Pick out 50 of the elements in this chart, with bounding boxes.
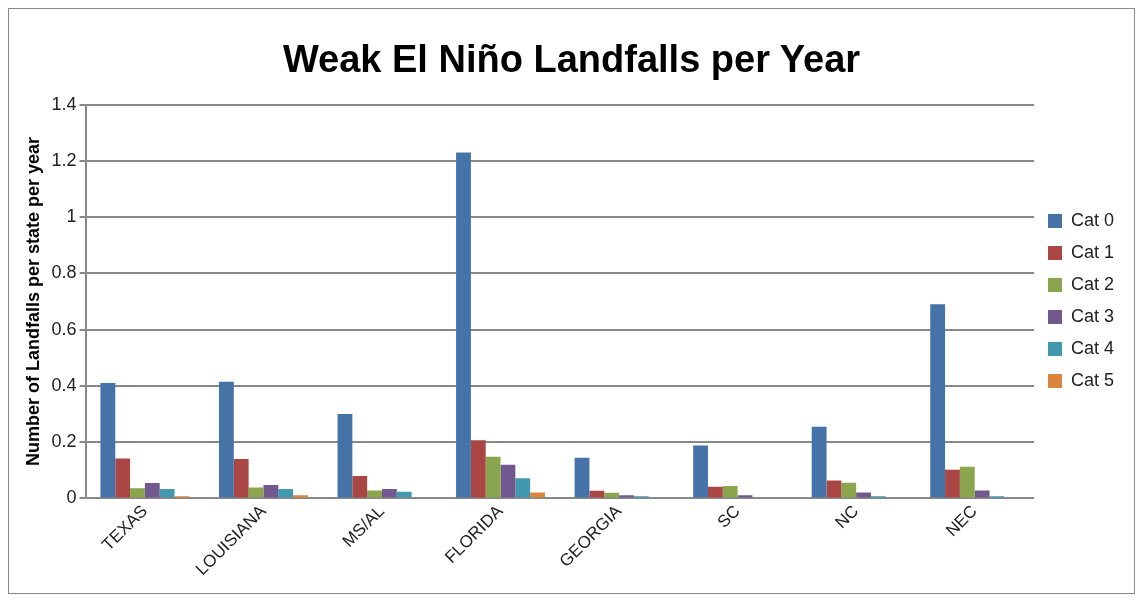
legend-label: Cat 3 <box>1070 305 1115 326</box>
bar <box>500 464 516 498</box>
bar <box>130 488 145 498</box>
bar <box>574 457 590 498</box>
y-axis-title: Number of Landfalls per state per year <box>22 136 43 467</box>
bar <box>959 466 975 498</box>
bar <box>707 486 723 498</box>
bar <box>693 445 708 498</box>
bar <box>841 482 857 498</box>
bar <box>619 495 634 498</box>
y-tick-label: 0 <box>66 487 77 508</box>
bar <box>722 486 738 498</box>
bar <box>381 488 397 498</box>
bar <box>293 495 308 498</box>
bar <box>589 490 605 498</box>
bar <box>159 488 175 498</box>
bar <box>470 440 486 498</box>
bar <box>737 495 753 498</box>
bar <box>233 459 249 498</box>
bar <box>485 456 501 498</box>
legend-label: Cat 4 <box>1070 337 1115 358</box>
y-tick-label: 1 <box>66 206 77 227</box>
y-tick-label: 1.2 <box>51 149 77 170</box>
chart-title: Weak El Niño Landfalls per Year <box>282 38 861 81</box>
bar <box>278 488 294 498</box>
bar <box>811 426 827 498</box>
legend-label: Cat 5 <box>1070 369 1115 390</box>
y-tick-label: 0.2 <box>51 431 77 452</box>
y-tick-label: 0.6 <box>51 318 77 339</box>
bar <box>515 478 531 498</box>
bar <box>263 484 279 498</box>
y-tick-label: 0.8 <box>51 262 77 283</box>
legend-label: Cat 2 <box>1070 273 1115 294</box>
bar <box>218 381 234 498</box>
bar <box>826 480 842 498</box>
bar <box>115 458 131 498</box>
legend-label: Cat 0 <box>1070 209 1115 230</box>
bar <box>337 414 353 498</box>
bar <box>248 487 264 498</box>
bar <box>930 304 946 498</box>
bar <box>945 469 960 498</box>
bar <box>456 152 471 498</box>
bar <box>352 475 368 498</box>
bar <box>100 383 116 498</box>
legend-label: Cat 1 <box>1070 241 1115 262</box>
x-tick-label: SC <box>713 501 744 532</box>
y-tick-label: 0.4 <box>51 374 77 395</box>
y-tick-label: 1.4 <box>51 93 77 114</box>
x-tick-label: NC <box>831 501 863 533</box>
bar <box>144 482 160 498</box>
